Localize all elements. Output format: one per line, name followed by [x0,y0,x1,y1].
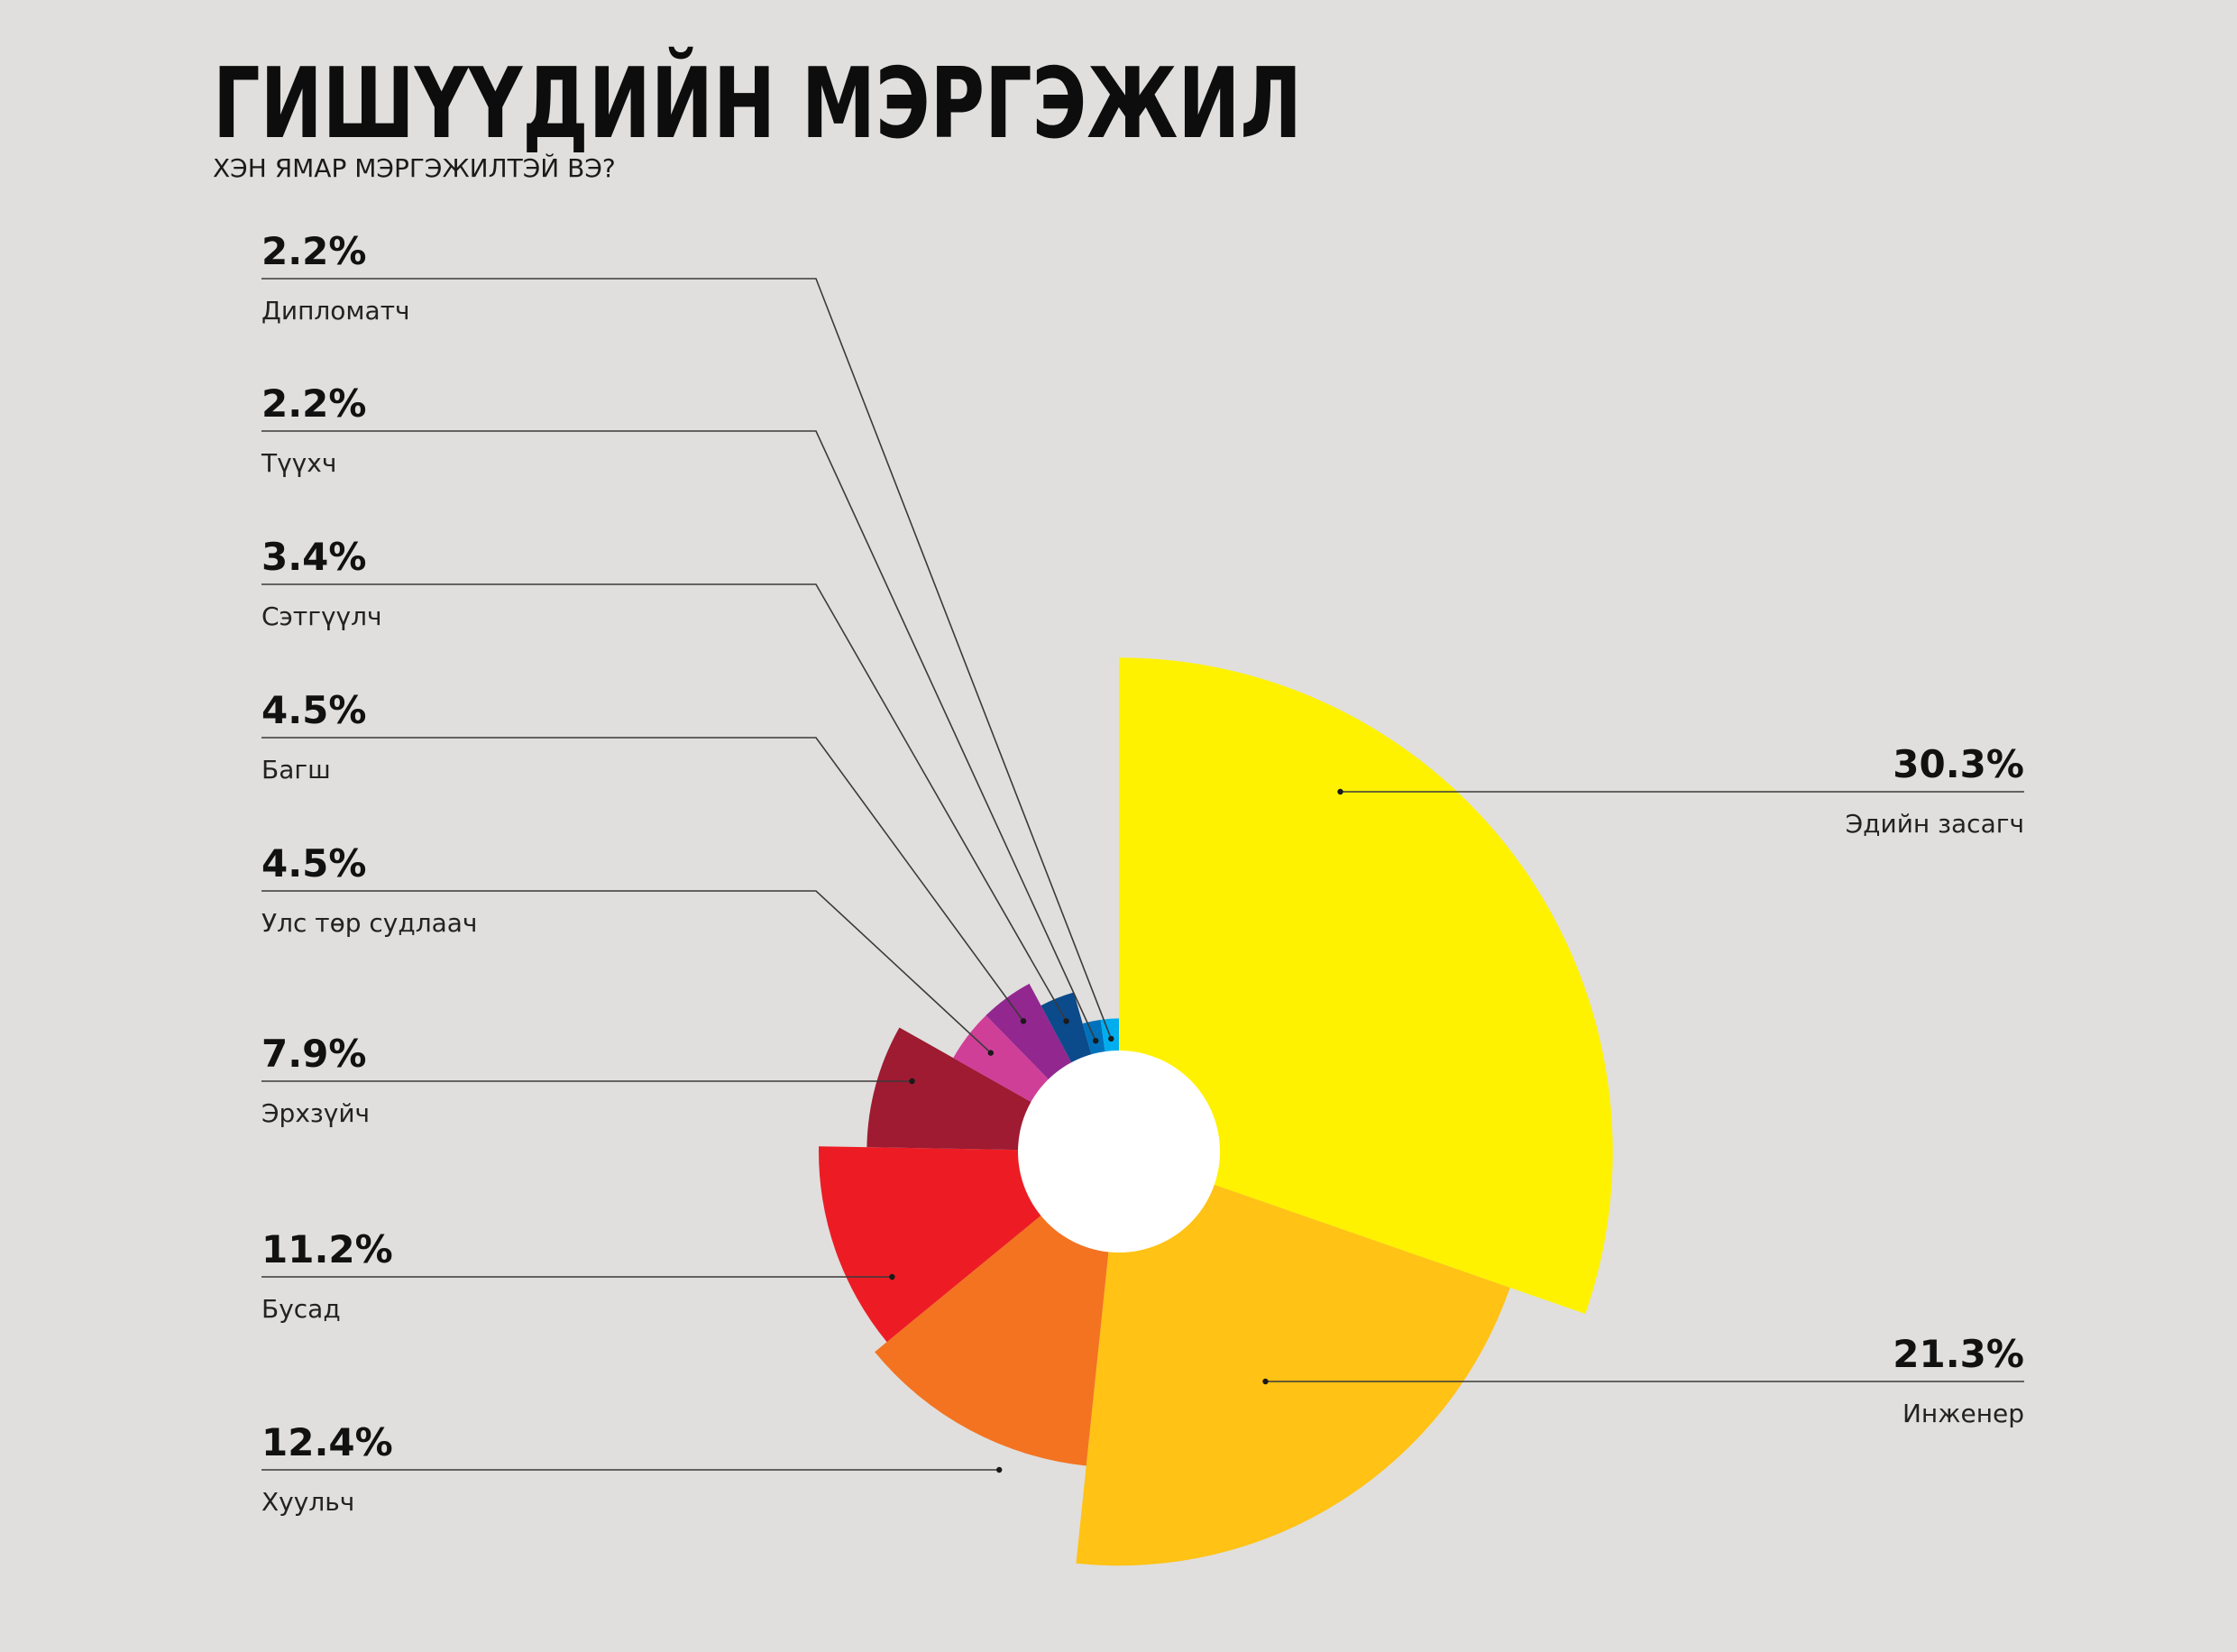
category-label-5: Эрхзүйч [261,1098,370,1128]
callout-9: 2.2% Түүхч [261,381,1099,1044]
category-label-4: Бусад [261,1294,341,1324]
callout-dot-8 [1063,1018,1069,1024]
category-label-3: Хуульч [261,1487,354,1517]
callout-leader-line-9 [261,430,1096,1042]
chart-subtitle: ХЭН ЯМАР МЭРГЭЖИЛТЭЙ ВЭ? [213,152,616,183]
callout-4: 11.2% Бусад [261,1227,895,1324]
callout-10: 2.2% Дипломатч [261,229,1114,1042]
callout-leader-line-10 [261,278,1113,1040]
data-label-9: 2.2% [261,381,366,426]
data-label-1: 30.3% [1893,742,2024,786]
callout-dot-2 [1262,1378,1269,1385]
callout-8: 3.4% Сэтгүүлч [261,535,1069,1024]
callout-3: 12.4% Хуульч [261,1420,1003,1517]
callout-5: 7.9% Эрхзүйч [261,1032,915,1128]
callout-dot-1 [1337,788,1343,795]
data-label-6: 4.5% [261,841,366,886]
category-label-10: Дипломатч [261,296,410,326]
callout-2: 21.3% Инженер [1262,1332,2024,1428]
callout-leader-line-7 [261,737,1024,1022]
callout-1: 30.3% Эдийн засагч [1337,742,2024,839]
callout-6: 4.5% Улс төр судлаач [261,841,995,1056]
callout-leader-line-8 [261,583,1068,1022]
chart-title: ГИШҮҮДИЙН МЭРГЭЖИЛ [213,46,1302,161]
category-label-9: Түүхч [261,448,336,478]
callout-dot-3 [996,1466,1003,1473]
pie-slices [819,657,1613,1566]
callout-dot-5 [909,1078,915,1085]
category-label-8: Сэтгүүлч [261,601,382,631]
data-label-10: 2.2% [261,229,366,273]
data-label-3: 12.4% [261,1420,393,1464]
callout-leader-line-6 [261,890,992,1054]
callouts: 30.3% Эдийн засагч 21.3% Инженер 12.4% Хуульч… [261,229,2024,1517]
callout-dot-4 [889,1273,895,1280]
category-label-1: Эдийн засагч [1846,809,2024,839]
data-label-2: 21.3% [1893,1332,2024,1376]
donut-hole [1018,1051,1220,1253]
callout-dot-10 [1108,1035,1114,1042]
callout-dot-7 [1020,1018,1027,1024]
data-label-4: 11.2% [261,1227,393,1271]
data-label-5: 7.9% [261,1032,366,1076]
pie-slice-1 [1119,657,1613,1315]
category-label-6: Улс төр судлаач [261,908,477,938]
pie-slice-2 [1076,1152,1510,1566]
callout-7: 4.5% Багш [261,688,1027,1024]
data-label-8: 3.4% [261,535,366,579]
data-label-7: 4.5% [261,688,366,732]
callout-dot-6 [987,1050,995,1056]
category-label-2: Инженер [1902,1399,2024,1428]
callout-dot-9 [1093,1038,1099,1044]
category-label-7: Багш [261,755,331,785]
